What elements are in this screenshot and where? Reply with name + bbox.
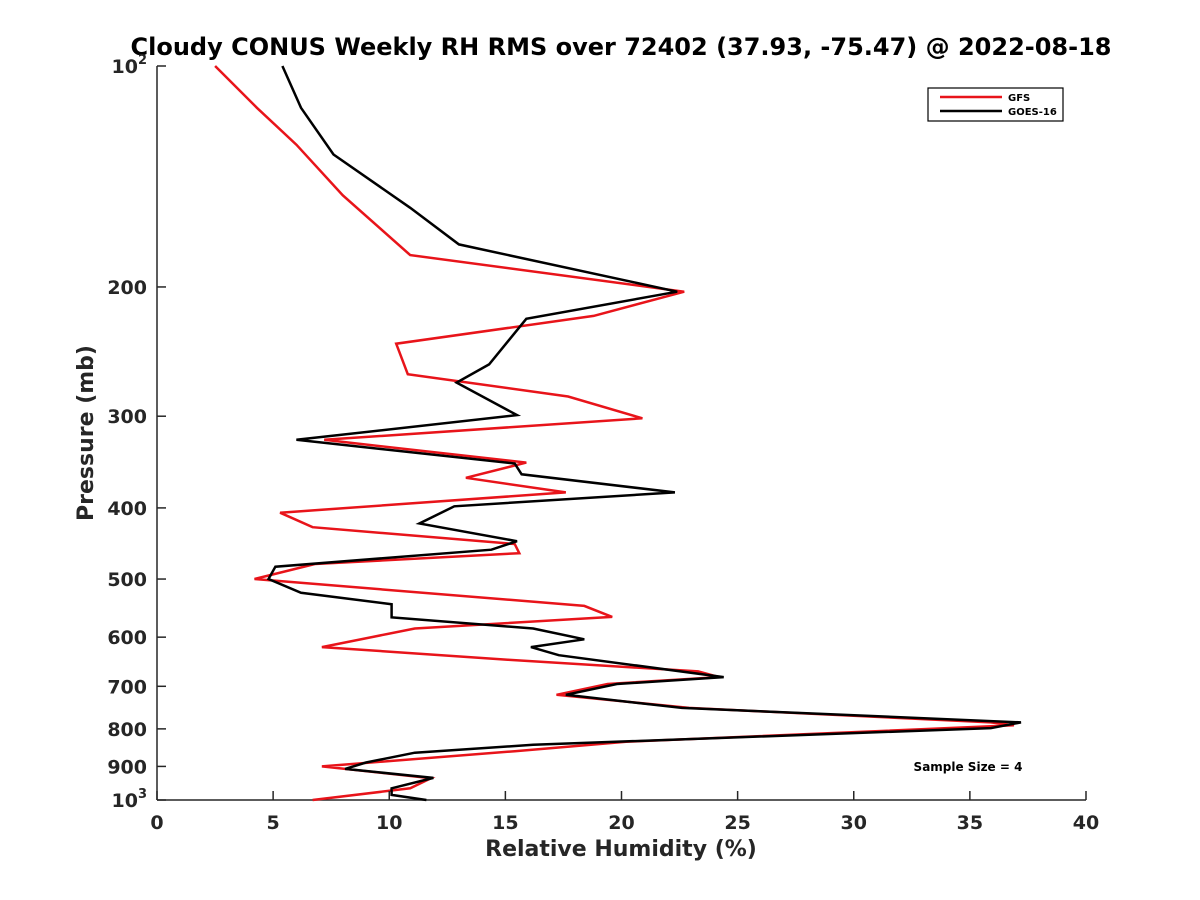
x-tick-label: 5	[267, 812, 280, 834]
y-tick-label: 400	[107, 498, 147, 520]
y-axis-label: Pressure (mb)	[74, 345, 99, 521]
sample-size-annotation: Sample Size = 4	[914, 760, 1023, 774]
plot-area: 0 5 10 15 20 25 30 35 40 102 200 300 400 500 600 700 80…	[107, 53, 1099, 834]
legend-box	[927, 87, 1064, 122]
chart-title: Cloudy CONUS Weekly RH RMS over 72402 (3…	[131, 33, 1112, 61]
y-tick-label: 102	[112, 53, 148, 78]
x-tick-label: 35	[957, 812, 983, 834]
x-tick-label: 25	[724, 812, 750, 834]
x-tick-label: 10	[376, 812, 402, 834]
y-tick-label: 800	[107, 719, 147, 741]
x-tick-label: 15	[492, 812, 518, 834]
x-ticks: 0 5 10 15 20 25 30 35 40	[150, 791, 1099, 834]
series-layer	[214, 65, 1022, 802]
y-tick-label: 600	[107, 627, 147, 649]
y-tick-label: 500	[107, 569, 147, 591]
legend-label-goes16: GOES-16	[1008, 107, 1057, 118]
x-axis-label: Relative Humidity (%)	[485, 837, 757, 862]
y-tick-label: 200	[107, 277, 147, 299]
series-line-gfs	[214, 65, 1015, 802]
y-ticks: 102 200 300 400 500 600 700 800 900 103	[107, 53, 166, 812]
x-tick-label: 30	[841, 812, 867, 834]
series-line-goes16	[266, 65, 1022, 802]
legend-label-gfs: GFS	[1008, 93, 1030, 104]
x-tick-label: 0	[150, 812, 163, 834]
x-tick-label: 40	[1073, 812, 1099, 834]
y-tick-label: 103	[112, 787, 148, 812]
y-tick-label: 700	[107, 676, 147, 698]
y-tick-label: 900	[107, 756, 147, 778]
y-tick-label: 300	[107, 406, 147, 428]
x-tick-label: 20	[608, 812, 634, 834]
legend: GFS GOES-16	[927, 87, 1064, 122]
